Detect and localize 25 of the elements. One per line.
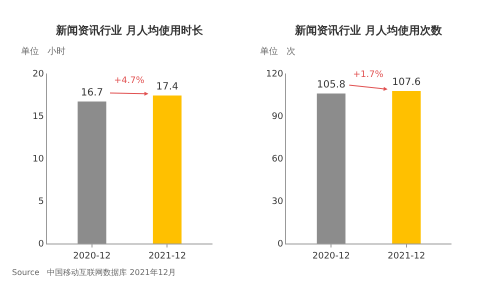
y-tick-label: 20 [32,70,44,80]
data-label: 16.7 [80,87,104,98]
y-tick-label: 10 [32,154,44,165]
y-axis-title: 单位 次 [260,46,296,57]
annotation: +1.7% [353,70,384,80]
y-tick-label: 5 [38,197,44,208]
x-tick-label: 2021-12 [388,251,426,262]
data-label: 105.8 [316,80,346,91]
y-tick-label: 0 [277,240,284,250]
chart-title: 新闻资讯行业 月人均使用次数 [294,24,443,37]
source-note: Source 中国移动互联网数据库 2021年12月 [12,268,176,277]
y-tick-label: 30 [272,197,284,208]
chart-title: 新闻资讯行业 月人均使用时长 [55,24,204,37]
x-tick-label: 2020-12 [312,251,350,262]
data-label: 17.4 [156,82,178,93]
y-tick-label: 0 [38,240,44,250]
y-tick-label: 60 [272,154,284,165]
y-tick-label: 120 [266,70,284,80]
data-label: 107.6 [392,76,421,88]
y-tick-label: 15 [32,112,44,122]
y-tick-label: 90 [272,112,284,122]
y-axis-title: 单位 小时 [21,46,66,57]
annotation: +4.7% [114,76,145,86]
x-tick-label: 2021-12 [148,251,186,262]
x-tick-label: 2020-12 [73,251,111,262]
